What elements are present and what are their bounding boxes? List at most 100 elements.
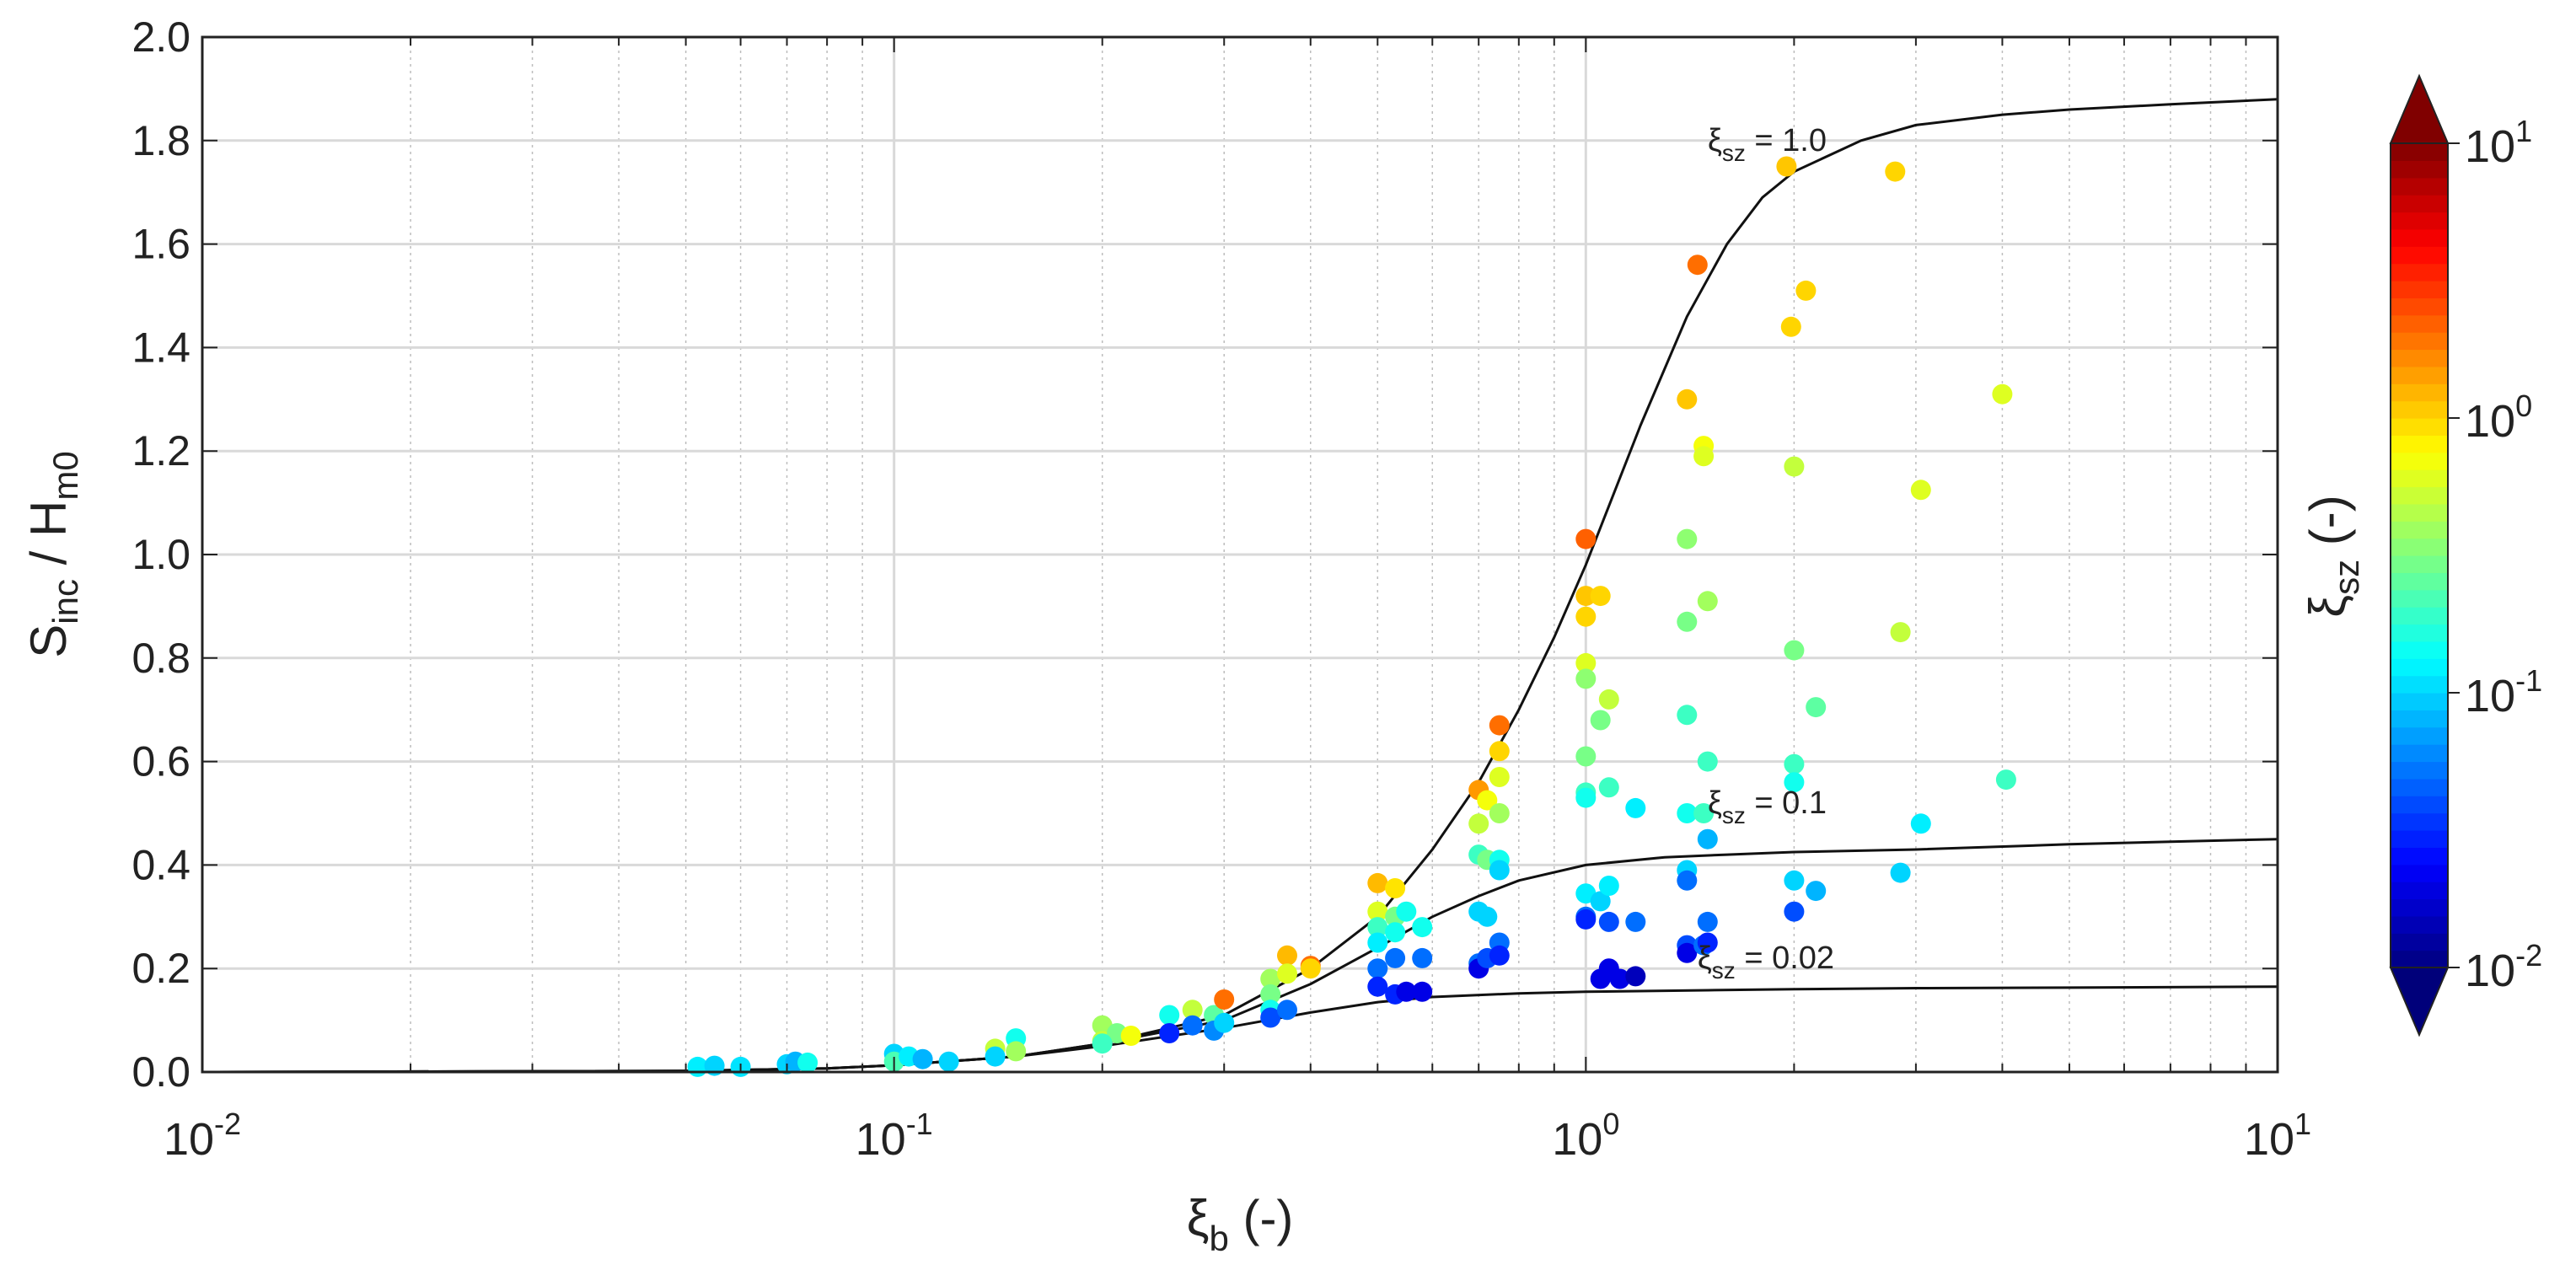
data-point: [1367, 958, 1388, 979]
x-tick-exponent: -1: [906, 1107, 933, 1141]
data-point: [1214, 989, 1235, 1010]
data-point: [1795, 280, 1817, 301]
data-point: [1468, 813, 1489, 834]
colorbar-segment: [2391, 882, 2448, 900]
colorbar-segment: [2391, 898, 2448, 917]
data-point: [1693, 803, 1715, 823]
y-tick-label: 1.4: [131, 324, 191, 371]
data-point: [1890, 862, 1911, 883]
colorbar-segment: [2391, 383, 2448, 402]
data-point: [1677, 705, 1698, 726]
data-point: [1784, 640, 1805, 661]
axis-ticks: [201, 36, 2278, 1073]
colorbar-segment: [2391, 228, 2448, 247]
y-tick-label: 0.0: [131, 1048, 191, 1096]
x-tick-exponent: 0: [1602, 1107, 1619, 1141]
colorbar-tick-exponent: -1: [2515, 663, 2542, 698]
data-point: [1367, 872, 1388, 893]
y-tick-label: 0.8: [131, 635, 191, 682]
colorbar-frame: [2390, 142, 2449, 968]
data-point: [1697, 911, 1718, 932]
data-point: [1385, 947, 1406, 968]
model-curve-xi-sz-0.02: [202, 985, 2278, 1072]
y-tick-label: 1.2: [131, 427, 191, 474]
colorbar-segment: [2391, 195, 2448, 213]
colorbar-segment: [2391, 314, 2448, 333]
data-point: [1693, 446, 1715, 467]
colorbar-tick-base: 10: [2465, 396, 2515, 447]
data-point: [1598, 689, 1619, 710]
data-point: [1159, 1023, 1180, 1043]
data-point: [1890, 622, 1911, 643]
colorbar-segment: [2391, 589, 2448, 608]
curve-label-symbol: ξ: [1708, 123, 1722, 158]
data-point: [1677, 611, 1698, 632]
colorbar-segment: [2391, 607, 2448, 625]
x-tick-exponent: 1: [2294, 1107, 2311, 1141]
data-point: [1910, 480, 1931, 501]
data-point: [1677, 942, 1698, 963]
colorbar-segment: [2391, 830, 2448, 848]
data-point: [1277, 963, 1297, 984]
data-point: [1598, 876, 1619, 896]
colorbar-segment: [2391, 812, 2448, 831]
colorbar-segment: [2391, 521, 2448, 539]
colorbar-min-extension: [2389, 967, 2450, 1037]
colorbar-max-extension: [2389, 73, 2450, 144]
data-point: [1677, 528, 1698, 549]
data-point: [1477, 790, 1498, 811]
data-point: [1784, 772, 1805, 793]
data-point: [1697, 591, 1718, 612]
x-tick-label: 10-1: [856, 1107, 933, 1165]
data-point: [1784, 456, 1805, 477]
data-point: [1489, 715, 1510, 736]
data-point: [1260, 1007, 1281, 1028]
data-point: [1277, 945, 1297, 966]
data-point: [1575, 606, 1597, 627]
data-point: [938, 1051, 959, 1072]
colorbar-segment: [2391, 778, 2448, 796]
colorbar-segment: [2391, 366, 2448, 384]
data-point: [1784, 753, 1805, 774]
data-point: [1995, 769, 2016, 791]
data-point: [1575, 652, 1597, 673]
y-tick-label: 1.0: [131, 531, 191, 578]
colorbar-segment: [2391, 710, 2448, 728]
colorbar-segment: [2391, 658, 2448, 677]
data-point: [1182, 1015, 1203, 1036]
data-point: [1677, 389, 1698, 410]
colorbar-segment: [2391, 503, 2448, 522]
curve-label-value: = 0.1: [1746, 785, 1827, 821]
x-tick-label: 101: [2244, 1107, 2311, 1165]
colorbar-tick-base: 10: [2465, 121, 2515, 172]
colorbar-segment: [2391, 847, 2448, 866]
data-point: [985, 1046, 1006, 1067]
colorbar-segment: [2391, 761, 2448, 780]
curve-label: ξsz = 0.1: [1708, 785, 1827, 828]
data-point: [1992, 383, 2013, 405]
colorbar-tick-exponent: 1: [2515, 114, 2532, 148]
data-point: [1412, 981, 1433, 1002]
data-point: [1214, 1012, 1235, 1033]
data-point: [1159, 1005, 1180, 1026]
data-point: [1625, 911, 1646, 932]
data-point: [1625, 966, 1646, 987]
data-point: [1806, 697, 1827, 718]
curve-label-value: = 0.02: [1736, 941, 1834, 976]
colorbar-segment: [2391, 864, 2448, 882]
y-tick-label: 1.6: [131, 221, 191, 268]
colorbar-segment: [2391, 177, 2448, 196]
data-point: [1412, 917, 1433, 938]
data-point: [1489, 945, 1510, 966]
data-point: [797, 1052, 818, 1073]
colorbar-segment: [2391, 744, 2448, 763]
y-tick-label: 0.2: [131, 945, 191, 992]
curve-label: ξsz = 0.02: [1698, 941, 1834, 984]
colorbar-segment: [2391, 297, 2448, 316]
colorbar-segment: [2391, 281, 2448, 298]
x-axis-label: ξb (-): [1187, 1190, 1294, 1258]
data-point: [1697, 932, 1718, 953]
data-point: [1687, 255, 1708, 276]
data-point: [1910, 813, 1931, 834]
